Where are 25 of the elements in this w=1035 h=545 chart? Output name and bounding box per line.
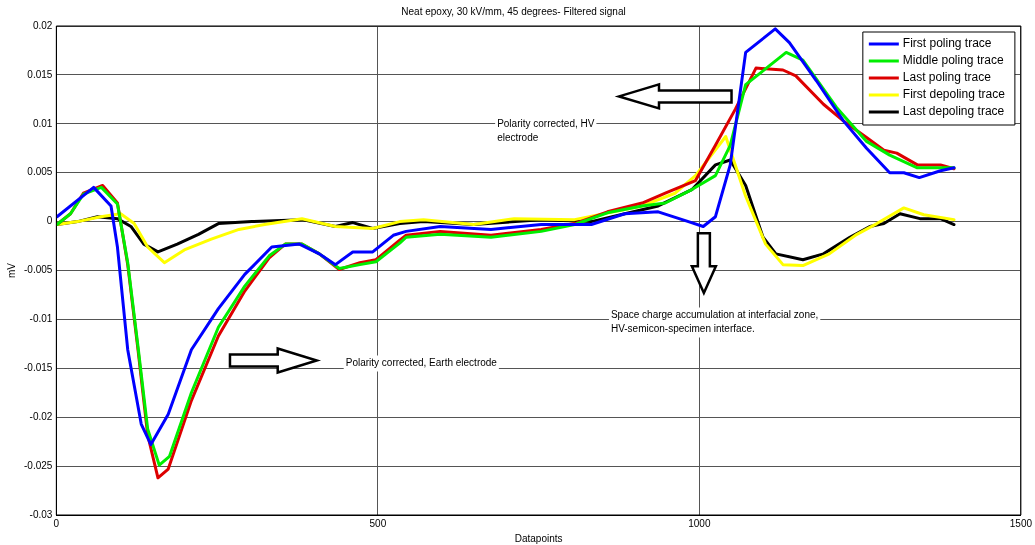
legend-label: Last depoling trace [902, 104, 1005, 119]
y-tick-label: -0.005 [24, 264, 53, 276]
y-tick-label: 0.015 [27, 68, 53, 80]
y-tick-label: 0.005 [27, 166, 53, 178]
y-tick-label: -0.015 [24, 362, 53, 374]
x-tick-label: 1500 [1009, 517, 1033, 529]
legend-label: First poling trace [902, 36, 992, 51]
y-tick-label: 0 [46, 215, 53, 227]
y-tick-label: 0.02 [32, 19, 53, 31]
y-tick-label: -0.01 [29, 313, 53, 325]
y-tick-label: -0.03 [29, 508, 53, 520]
annotation: Space charge accumulation at interfacial zone, HV-semicon-specimen interface. [610, 309, 819, 335]
chart-title: Neat epoxy, 30 kV/mm, 45 degrees- Filtered signal [401, 5, 626, 17]
y-tick-label: -0.025 [24, 459, 53, 471]
annotation: Polarity corrected, Earth electrode [345, 357, 498, 369]
x-tick-label: 500 [369, 517, 387, 529]
y-axis-title: mV [5, 262, 17, 278]
y-tick-label: 0.01 [32, 117, 53, 129]
x-tick-label: 1000 [688, 517, 711, 529]
legend-label: Middle poling trace [902, 53, 1004, 68]
legend-label: Last poling trace [902, 70, 992, 85]
x-axis-title: Datapoints [514, 532, 563, 544]
y-tick-label: -0.02 [29, 410, 53, 422]
legend-label: First depoling trace [902, 87, 1006, 102]
annotation: Polarity corrected, HV electrode [497, 117, 595, 143]
